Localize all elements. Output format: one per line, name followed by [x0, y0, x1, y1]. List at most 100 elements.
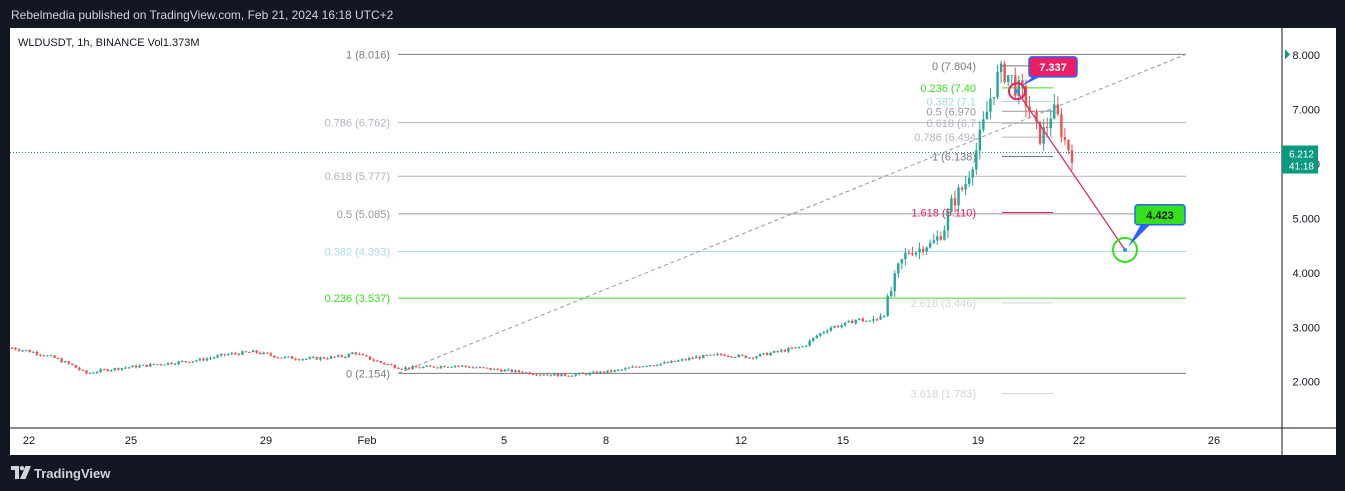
callout-label-2: 4.423	[1146, 210, 1174, 222]
candle-body	[191, 361, 195, 363]
candle	[826, 329, 829, 334]
candle	[127, 367, 131, 369]
candle	[471, 366, 475, 369]
candle-body	[581, 372, 584, 374]
candle-body	[780, 350, 783, 352]
price-tick-label: 8.000	[1292, 50, 1320, 62]
candle-body	[450, 366, 453, 368]
candle-body	[914, 252, 918, 255]
price-chart[interactable]: WLDUSDT, 1h, BINANCE Vol1.373M 1 (8.016)…	[10, 28, 1336, 455]
candle-body	[21, 350, 24, 352]
candle-body	[17, 349, 21, 351]
candle	[659, 363, 662, 367]
candle	[663, 360, 666, 365]
candle-body	[1060, 114, 1063, 137]
entry-marker[interactable]	[1008, 82, 1026, 101]
candle-body	[145, 364, 148, 367]
candle-body	[808, 340, 811, 346]
candle-body	[606, 370, 609, 373]
candle	[964, 176, 967, 196]
candle-body	[202, 358, 205, 361]
candle	[510, 369, 514, 373]
candle	[209, 356, 212, 360]
candle-body	[928, 243, 932, 248]
candle	[1003, 60, 1006, 84]
candle-body	[897, 263, 900, 274]
candle	[71, 363, 74, 366]
candle-body	[393, 365, 397, 368]
candle-body	[560, 373, 563, 377]
candle	[960, 185, 964, 192]
candle-body	[492, 368, 496, 370]
candle-body	[53, 355, 56, 359]
drawings[interactable]: 7.337 4.423	[10, 56, 1282, 263]
fib-main-label: 0.382 (4.393)	[325, 247, 390, 259]
candle-body	[943, 230, 946, 240]
candle-body	[833, 326, 836, 328]
price-axis[interactable]: 8.0007.0006.0005.0004.0003.0002.0006.212…	[1282, 49, 1320, 389]
candle-body	[209, 357, 212, 359]
candle-body	[673, 361, 677, 363]
candle-body	[758, 353, 762, 357]
candle	[241, 350, 244, 356]
candle	[443, 365, 446, 368]
candle-body	[1049, 118, 1052, 129]
candle	[695, 355, 698, 359]
candle-body	[872, 319, 875, 321]
candle	[453, 365, 457, 368]
candle-body	[1003, 63, 1006, 83]
candle-body	[489, 367, 492, 370]
candle	[741, 354, 744, 357]
candle	[602, 371, 606, 375]
candle	[865, 320, 868, 323]
candle-body	[138, 365, 141, 368]
candle	[918, 242, 921, 260]
candle-body	[687, 357, 691, 360]
candle-body	[436, 367, 439, 369]
candle-body	[712, 354, 716, 356]
candle-body	[843, 322, 847, 326]
candle-body	[641, 366, 645, 368]
candle	[641, 365, 645, 368]
time-tick-label: Feb	[358, 435, 377, 447]
candle-body	[677, 360, 680, 362]
candle-body	[578, 372, 581, 375]
candle	[464, 365, 467, 368]
candle	[567, 375, 570, 377]
callout-box-2[interactable]	[1134, 204, 1186, 226]
candle-body	[180, 361, 184, 363]
candle-body	[588, 372, 592, 375]
candle-body	[177, 361, 180, 364]
callout-box-1[interactable]	[1028, 56, 1078, 78]
candle-body	[297, 359, 301, 361]
candle	[911, 246, 914, 257]
candle	[344, 356, 347, 359]
candle-body	[680, 359, 684, 361]
candle	[113, 367, 117, 372]
candle	[765, 352, 769, 356]
candle	[425, 364, 428, 368]
candle-body	[354, 352, 358, 354]
projection-line[interactable]	[1016, 90, 1126, 251]
candle-body	[553, 373, 556, 376]
candle-body	[670, 361, 673, 363]
candle	[21, 349, 24, 353]
candle-body	[283, 356, 287, 358]
chart-panel[interactable]: WLDUSDT, 1h, BINANCE Vol1.373M 1 (8.016)…	[10, 28, 1336, 455]
fib-secondary-label: 0 (7.804)	[932, 61, 976, 73]
time-axis[interactable]: 22 25 29 Feb 5 8 12 15 19 22 26	[23, 435, 1220, 447]
target-marker[interactable]	[1112, 236, 1138, 263]
candle	[163, 364, 166, 366]
candle	[496, 368, 499, 371]
fib-retracement-main[interactable]: 1 (8.016) 0.786 (6.762) 0.618 (5.777) 0.5 (…	[325, 49, 1187, 380]
candle-body	[967, 177, 971, 184]
candle	[776, 350, 779, 353]
candle	[177, 360, 180, 366]
candle-body	[535, 374, 538, 376]
candle-body	[567, 375, 570, 377]
current-price-tag[interactable]	[1282, 145, 1318, 174]
candle-body	[326, 358, 329, 360]
candle	[74, 364, 78, 368]
candle-body	[102, 369, 106, 371]
time-tick-label: 22	[23, 435, 35, 447]
